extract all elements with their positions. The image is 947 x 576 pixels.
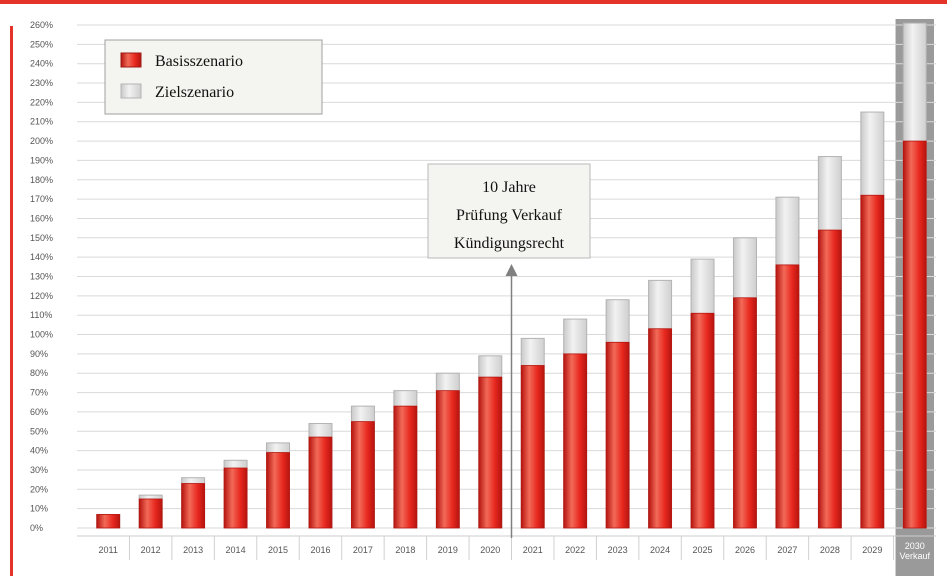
x-tick-label: 2013 bbox=[183, 545, 203, 555]
bar-basisszenario bbox=[733, 297, 757, 529]
y-tick-label: 220% bbox=[30, 97, 53, 107]
x-tick-label: 2014 bbox=[226, 545, 246, 555]
bar-basisszenario bbox=[96, 514, 121, 529]
y-tick-label: 30% bbox=[30, 465, 48, 475]
y-tick-label: 150% bbox=[30, 233, 53, 243]
legend: Basisszenario Zielszenario bbox=[104, 39, 323, 115]
y-tick-label: 160% bbox=[30, 213, 53, 223]
y-tick-label: 190% bbox=[30, 155, 53, 165]
x-tick-label: 2022 bbox=[565, 545, 585, 555]
y-tick-label: 260% bbox=[30, 20, 53, 30]
y-tick-label: 240% bbox=[30, 59, 53, 69]
y-axis-ticks: 0% 10% 20% 30% 40% 50% 60% 70% 80% 90% 100% 110% 120… bbox=[30, 20, 53, 533]
x-tick-label: 2021 bbox=[523, 545, 543, 555]
bar-basisszenario bbox=[817, 229, 842, 529]
x-tick-label: 2020 bbox=[480, 545, 500, 555]
x-tick-label: 2017 bbox=[353, 545, 373, 555]
annotation: 10 Jahre Prüfung Verkauf Kündigungsrecht bbox=[427, 163, 591, 538]
y-tick-label: 230% bbox=[30, 78, 53, 88]
y-tick-label: 180% bbox=[30, 175, 53, 185]
y-tick-label: 20% bbox=[30, 484, 48, 494]
bars bbox=[96, 22, 927, 529]
x-tick-label: 2011 bbox=[99, 545, 118, 555]
top-accent-bar bbox=[0, 0, 947, 4]
legend-box bbox=[104, 39, 323, 115]
x-tick-label: 2016 bbox=[310, 545, 330, 555]
bar-basisszenario bbox=[266, 452, 290, 529]
y-tick-label: 210% bbox=[30, 117, 53, 127]
bar-basisszenario bbox=[605, 341, 630, 529]
x-tick-label: 2024 bbox=[650, 545, 670, 555]
annotation-box bbox=[427, 163, 591, 259]
bar-basisszenario bbox=[775, 264, 800, 529]
annotation-line-3: Kündigungsrecht bbox=[454, 235, 565, 252]
x-tick-label: 2012 bbox=[141, 545, 161, 555]
bar-basisszenario bbox=[478, 376, 503, 529]
y-tick-label: 120% bbox=[30, 291, 53, 301]
bar-basisszenario bbox=[223, 467, 248, 529]
y-tick-label: 140% bbox=[30, 252, 53, 262]
y-tick-label: 0% bbox=[30, 523, 43, 533]
bar-basisszenario bbox=[563, 353, 588, 529]
bar-basisszenario bbox=[690, 312, 715, 529]
bar-basisszenario bbox=[308, 436, 333, 529]
x-tick-sublabel: Verkauf bbox=[900, 551, 931, 561]
left-accent-bar bbox=[10, 26, 13, 576]
y-tick-label: 70% bbox=[30, 388, 48, 398]
y-tick-label: 200% bbox=[30, 136, 53, 146]
bar-basisszenario bbox=[435, 390, 460, 529]
x-tick-label: 2027 bbox=[777, 545, 797, 555]
bar-basisszenario bbox=[648, 328, 672, 529]
bar-basisszenario bbox=[138, 498, 163, 529]
legend-label-basis: Basisszenario bbox=[155, 53, 243, 70]
x-axis-ticks: 2011 2012 2013 2014 2015 2016 2017 2018 2019 2020… bbox=[99, 536, 931, 561]
annotation-line-1: 10 Jahre bbox=[482, 179, 536, 196]
bar-basisszenario bbox=[520, 365, 545, 529]
y-tick-label: 80% bbox=[30, 368, 48, 378]
bar-basisszenario bbox=[393, 405, 418, 529]
y-tick-label: 90% bbox=[30, 349, 48, 359]
x-tick-label: 2018 bbox=[395, 545, 415, 555]
legend-swatch-ziel bbox=[120, 83, 142, 99]
x-tick-label: 2029 bbox=[862, 545, 882, 555]
x-tick-label: 2030 bbox=[905, 541, 925, 551]
y-tick-label: 170% bbox=[30, 194, 53, 204]
y-tick-label: 130% bbox=[30, 272, 53, 282]
x-tick-label: 2028 bbox=[820, 545, 840, 555]
bar-basisszenario bbox=[860, 194, 885, 529]
legend-label-ziel: Zielszenario bbox=[155, 84, 234, 101]
bar-basisszenario bbox=[351, 421, 375, 529]
y-tick-label: 250% bbox=[30, 39, 53, 49]
legend-swatch-basis bbox=[120, 52, 142, 68]
bar-basisszenario bbox=[181, 483, 206, 529]
bar-basisszenario bbox=[902, 140, 927, 529]
y-tick-label: 100% bbox=[30, 330, 53, 340]
x-tick-label: 2025 bbox=[693, 545, 713, 555]
x-tick-label: 2015 bbox=[268, 545, 288, 555]
y-tick-label: 110% bbox=[30, 310, 52, 320]
x-tick-label: 2019 bbox=[438, 545, 458, 555]
y-tick-label: 60% bbox=[30, 407, 48, 417]
y-tick-label: 10% bbox=[30, 504, 48, 514]
x-tick-label: 2026 bbox=[735, 545, 755, 555]
x-tick-label: 2023 bbox=[608, 545, 628, 555]
annotation-line-2: Prüfung Verkauf bbox=[456, 207, 563, 224]
y-tick-label: 50% bbox=[30, 426, 48, 436]
y-tick-label: 40% bbox=[30, 446, 48, 456]
